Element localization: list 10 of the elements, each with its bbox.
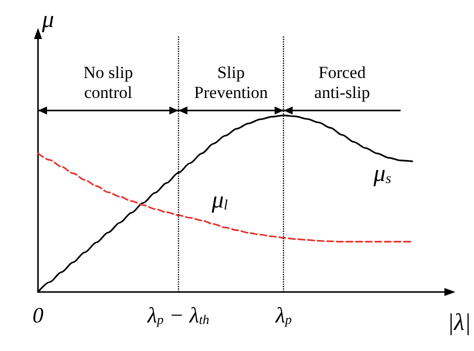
text: No slip control <box>83 62 133 102</box>
x-tick-label: λp − λth <box>146 302 210 328</box>
x-axis-title: |λ| <box>447 310 472 336</box>
text: Slip Prevention <box>194 62 268 102</box>
y-axis-title: μ <box>40 7 54 33</box>
series-label: μs <box>372 161 392 188</box>
x-tick-label: 0 <box>32 302 44 328</box>
series-label: μl <box>210 187 228 214</box>
x-tick-label: λp <box>274 302 292 328</box>
text: Forced anti-slip <box>314 62 370 102</box>
